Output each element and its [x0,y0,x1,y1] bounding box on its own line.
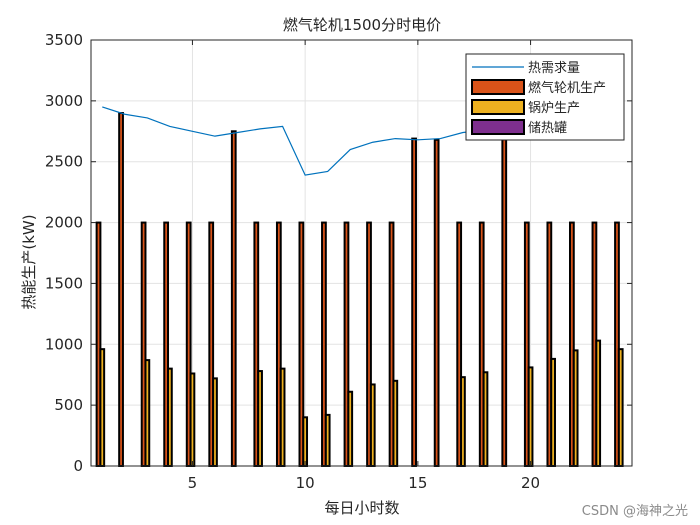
legend-swatch [471,119,525,135]
y-tick-label: 1000 [45,335,83,353]
bar [230,130,237,468]
y-axis-label: 热能生产(kW) [20,214,38,309]
bar [392,379,399,467]
bar [189,372,196,467]
y-tick-label: 500 [54,396,83,414]
y-tick-label: 1500 [45,274,83,292]
x-tick-label: 10 [296,474,315,492]
bar [257,370,263,468]
bar [527,366,534,468]
legend-swatch [471,79,525,95]
bar [411,137,417,468]
legend-label: 热需求量 [528,61,580,76]
bar [482,371,489,467]
legend-box [465,53,625,141]
x-tick-label: 15 [408,474,427,492]
bar [212,377,218,468]
bar [167,367,173,467]
y-tick-label: 0 [73,457,83,475]
bar [347,390,354,467]
bar [433,138,440,467]
ticks: 0 500 1000 1500 2000 2500 3000 3500 5 10 15 20 [45,31,632,492]
x-tick-label: 20 [521,474,540,492]
bar [595,339,602,467]
watermark: CSDN @海神之光 [581,504,688,519]
bar [118,112,124,468]
bar [302,416,309,468]
y-tick-label: 3000 [45,92,83,110]
y-tick-label: 2000 [45,214,83,232]
legend-label: 储热罐 [528,121,567,136]
bars [95,112,624,468]
y-tick-label: 2500 [45,153,83,171]
bar [501,126,508,468]
legend-label: 锅炉生产 [528,100,580,116]
legend-label: 燃气轮机生产 [528,80,606,96]
bar [279,367,286,467]
bar [460,376,466,467]
x-tick-label: 5 [188,474,198,492]
plot-frame [90,39,633,467]
bar [617,348,624,468]
legend-swatch [471,99,525,115]
y-tick-label: 3500 [45,31,83,49]
bar [550,357,556,467]
bar [369,383,376,467]
bar [144,359,151,468]
bar [99,348,106,468]
bar [572,349,579,467]
bar [324,413,331,468]
x-axis-label: 每日小时数 [324,499,399,517]
chart-title: 燃气轮机1500分时电价 [283,16,441,34]
